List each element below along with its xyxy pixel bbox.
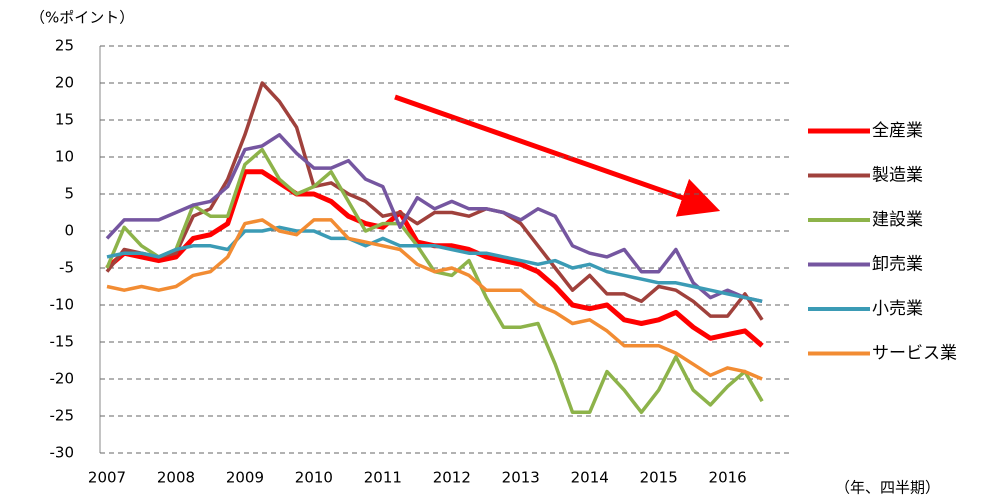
y-tick-label: 0	[64, 222, 74, 240]
legend-label: サービス業	[872, 344, 957, 364]
x-tick-label: 2009	[226, 469, 264, 487]
x-tick-label: 2016	[709, 469, 747, 487]
y-tick-label: 20	[55, 74, 74, 92]
x-tick-label: 2011	[364, 469, 402, 487]
trend-arrow	[394, 94, 721, 217]
y-tick-label: -15	[50, 333, 75, 351]
x-tick-label: 2014	[571, 469, 609, 487]
legend-label: 製造業	[872, 166, 923, 186]
line-series	[106, 225, 763, 304]
legend-label: 小売業	[872, 299, 923, 319]
legend-label: 卸売業	[872, 255, 923, 275]
y-tick-label: 10	[55, 148, 74, 166]
line-series	[105, 169, 764, 348]
legend-label: 建設業	[872, 210, 923, 230]
x-tick-label: 2015	[640, 469, 678, 487]
x-tick-label: 2008	[157, 469, 195, 487]
y-tick-label: 15	[55, 111, 74, 129]
line-series	[105, 133, 763, 304]
y-tick-label: -5	[59, 259, 74, 277]
line-series	[105, 81, 764, 321]
x-tick-label: 2013	[502, 469, 540, 487]
x-axis-label: （年、四半期）	[835, 479, 940, 497]
line-series	[106, 218, 763, 381]
y-tick-label: 5	[64, 185, 74, 203]
y-tick-label: -25	[50, 407, 75, 425]
y-tick-label: -30	[50, 444, 75, 462]
y-tick-label: -20	[50, 370, 75, 388]
y-axis-label: （%ポイント）	[30, 9, 134, 27]
x-tick-label: 2012	[433, 469, 471, 487]
y-tick-label: 25	[55, 37, 74, 55]
legend-label: 全産業	[872, 121, 923, 141]
x-tick-label: 2010	[295, 469, 333, 487]
y-tick-label: -10	[50, 296, 75, 314]
x-tick-label: 2007	[88, 469, 126, 487]
